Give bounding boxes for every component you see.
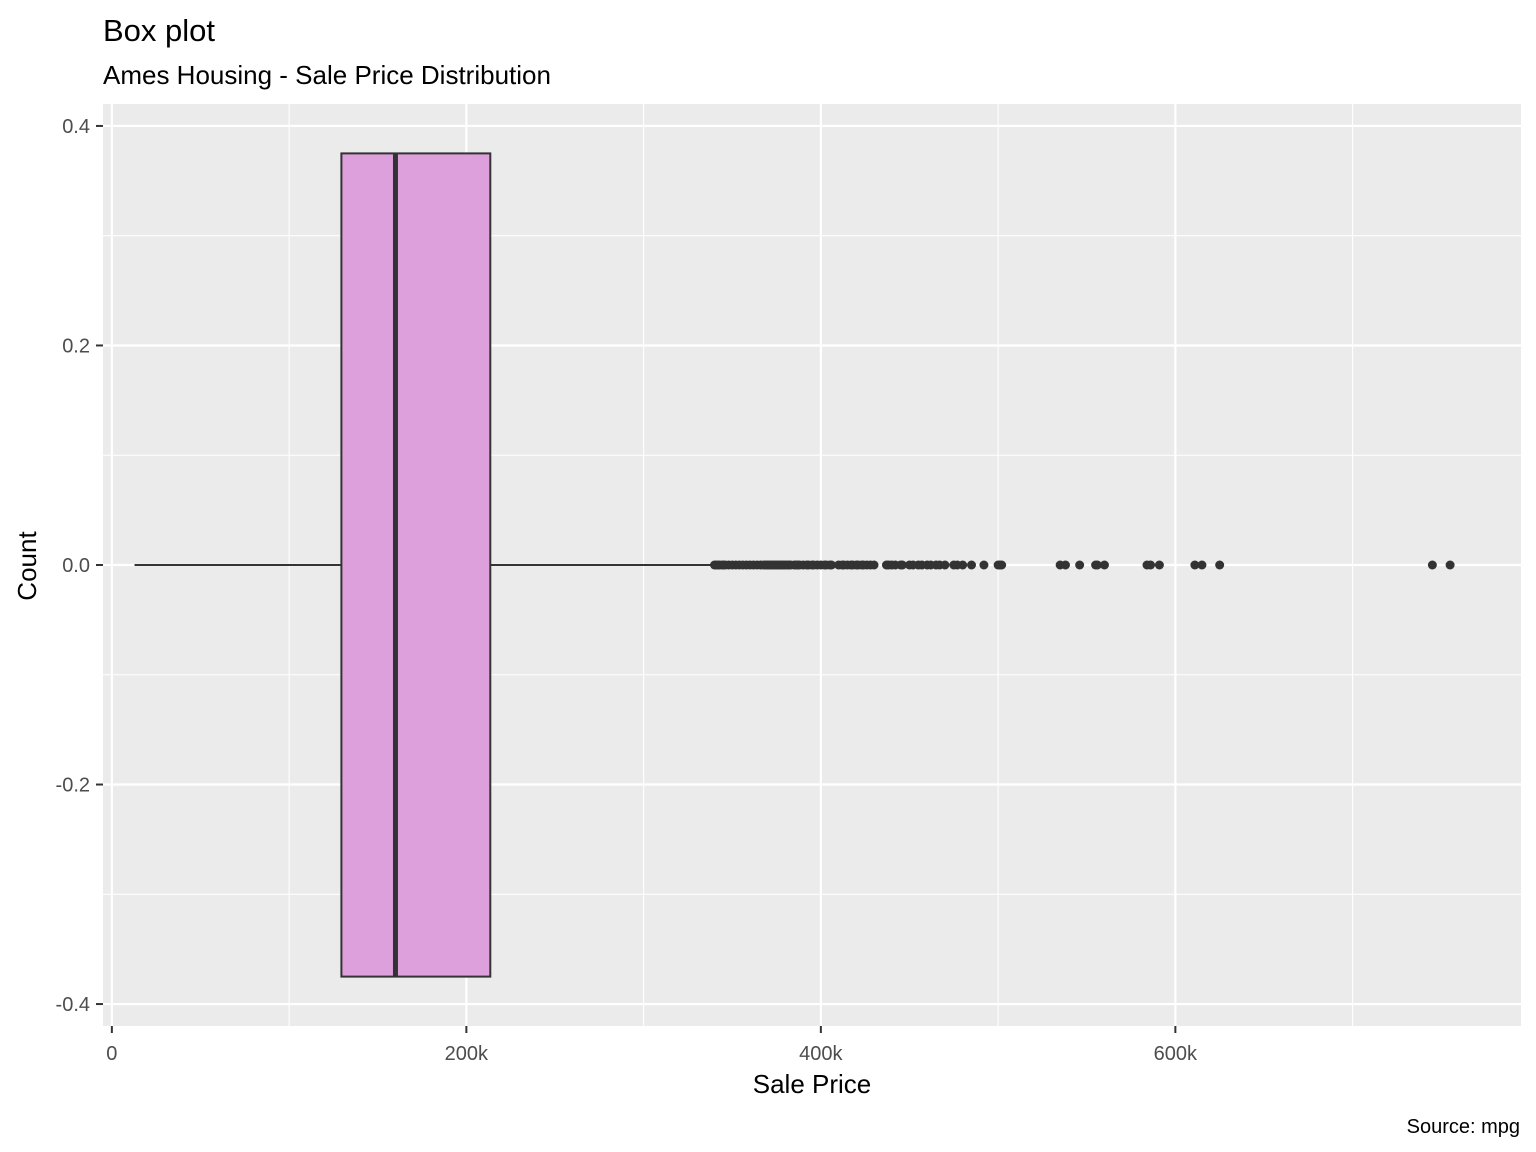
outlier-point bbox=[997, 560, 1007, 570]
outlier-point bbox=[979, 560, 989, 570]
x-tick-label: 600k bbox=[1154, 1043, 1198, 1065]
y-tick-label: -0.2 bbox=[56, 775, 90, 797]
outlier-point bbox=[1099, 560, 1109, 570]
outlier-point bbox=[958, 560, 968, 570]
outlier-point bbox=[1190, 560, 1200, 570]
outlier-point bbox=[1445, 560, 1455, 570]
outlier-points bbox=[710, 560, 1455, 570]
outlier-point bbox=[1075, 560, 1085, 570]
chart-subtitle: Ames Housing - Sale Price Distribution bbox=[103, 60, 551, 90]
y-tick-label: 0.4 bbox=[62, 116, 90, 138]
y-axis-ticks: -0.4 -0.2 0.0 0.2 0.4 bbox=[56, 116, 103, 1016]
y-tick-label: 0.2 bbox=[62, 335, 90, 357]
outlier-point bbox=[1092, 560, 1102, 570]
outlier-point bbox=[826, 560, 836, 570]
outlier-point bbox=[1215, 560, 1225, 570]
interquartile-box bbox=[340, 152, 492, 978]
chart-caption: Source: mpg bbox=[1407, 1116, 1520, 1138]
outlier-point bbox=[1427, 560, 1437, 570]
x-tick-label: 400k bbox=[799, 1043, 843, 1065]
outlier-point bbox=[1197, 560, 1207, 570]
outlier-point bbox=[940, 560, 950, 570]
x-tick-label: 200k bbox=[445, 1043, 489, 1065]
outlier-point bbox=[897, 560, 907, 570]
x-axis-ticks: 0 200k 400k 600k bbox=[106, 1026, 1198, 1065]
x-tick-label: 0 bbox=[106, 1043, 117, 1065]
outlier-point bbox=[869, 560, 879, 570]
outlier-point bbox=[1146, 560, 1156, 570]
y-tick-label: -0.4 bbox=[56, 994, 90, 1016]
chart-title: Box plot bbox=[103, 13, 215, 48]
y-tick-label: 0.0 bbox=[62, 555, 90, 577]
outlier-point bbox=[1154, 560, 1164, 570]
x-axis-title: Sale Price bbox=[753, 1069, 872, 1099]
outlier-point bbox=[967, 560, 977, 570]
box-plot-layer bbox=[134, 152, 715, 978]
outlier-point bbox=[1060, 560, 1070, 570]
y-axis-title: Count bbox=[12, 531, 42, 601]
